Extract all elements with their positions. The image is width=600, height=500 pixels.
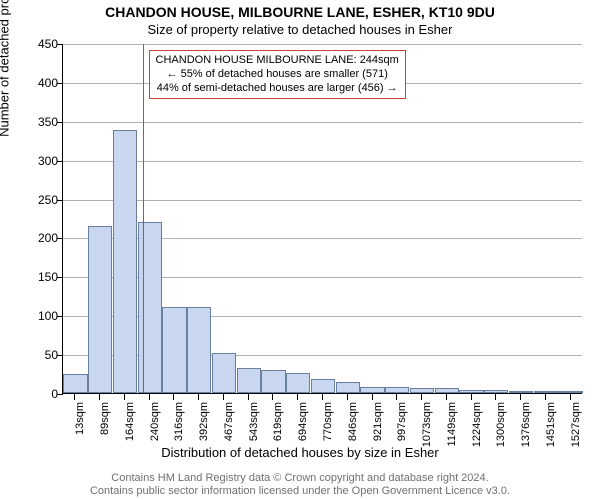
x-tick <box>198 394 199 400</box>
x-tick <box>570 394 571 400</box>
x-tick-label: 316sqm <box>173 402 185 452</box>
y-tick-label: 0 <box>18 387 58 401</box>
footer-attribution: Contains HM Land Registry data © Crown c… <box>0 472 600 498</box>
histogram-bar <box>509 391 533 393</box>
y-tick-label: 250 <box>18 193 58 207</box>
chart-title: CHANDON HOUSE, MILBOURNE LANE, ESHER, KT… <box>0 4 600 20</box>
y-tick-label: 450 <box>18 37 58 51</box>
y-tick-label: 350 <box>18 115 58 129</box>
x-tick-label: 1149sqm <box>446 402 458 452</box>
x-tick-label: 164sqm <box>124 402 136 452</box>
histogram-bar <box>435 388 459 393</box>
grid-line <box>63 122 582 123</box>
x-tick-label: 1376sqm <box>520 402 532 452</box>
grid-line <box>63 200 582 201</box>
x-tick-label: 997sqm <box>396 402 408 452</box>
grid-line <box>63 44 582 45</box>
property-marker-line <box>143 44 144 393</box>
y-tick-label: 400 <box>18 76 58 90</box>
footer-line-1: Contains HM Land Registry data © Crown c… <box>0 472 600 485</box>
annotation-line-1: CHANDON HOUSE MILBOURNE LANE: 244sqm <box>156 54 399 68</box>
x-tick-label: 392sqm <box>198 402 210 452</box>
histogram-bar <box>162 307 186 393</box>
x-tick <box>347 394 348 400</box>
x-tick-label: 921sqm <box>372 402 384 452</box>
x-tick <box>124 394 125 400</box>
x-tick-label: 1300sqm <box>495 402 507 452</box>
annotation-line-2: ← 55% of detached houses are smaller (57… <box>156 68 399 82</box>
y-tick-label: 150 <box>18 270 58 284</box>
y-tick-label: 100 <box>18 309 58 323</box>
x-tick <box>446 394 447 400</box>
x-tick <box>297 394 298 400</box>
x-tick-label: 1451sqm <box>545 402 557 452</box>
histogram-bar <box>261 370 285 393</box>
x-tick-label: 1527sqm <box>570 402 582 452</box>
y-tick-label: 50 <box>18 348 58 362</box>
property-annotation: CHANDON HOUSE MILBOURNE LANE: 244sqm← 55… <box>149 50 406 99</box>
x-tick <box>471 394 472 400</box>
histogram-bar <box>311 379 335 393</box>
chart-subtitle: Size of property relative to detached ho… <box>0 22 600 37</box>
histogram-bar <box>558 391 582 393</box>
histogram-bar <box>212 353 236 393</box>
x-tick <box>396 394 397 400</box>
grid-line <box>63 161 582 162</box>
x-tick <box>149 394 150 400</box>
histogram-bar <box>63 374 87 393</box>
x-tick <box>74 394 75 400</box>
histogram-bar <box>459 390 483 393</box>
histogram-bar <box>286 373 310 393</box>
histogram-bar <box>187 307 211 393</box>
x-tick-label: 619sqm <box>272 402 284 452</box>
histogram-bar <box>88 226 112 393</box>
x-tick-label: 543sqm <box>248 402 260 452</box>
x-tick <box>495 394 496 400</box>
x-tick <box>99 394 100 400</box>
y-tick-label: 300 <box>18 154 58 168</box>
x-tick-label: 770sqm <box>322 402 334 452</box>
annotation-line-3: 44% of semi-detached houses are larger (… <box>156 82 399 96</box>
histogram-bar <box>410 388 434 393</box>
x-tick-label: 1073sqm <box>421 402 433 452</box>
histogram-bar <box>385 387 409 393</box>
x-tick <box>248 394 249 400</box>
x-tick-label: 240sqm <box>149 402 161 452</box>
x-tick <box>322 394 323 400</box>
x-tick <box>223 394 224 400</box>
histogram-bar <box>237 368 261 393</box>
x-tick <box>421 394 422 400</box>
x-tick-label: 13sqm <box>74 402 86 452</box>
y-axis-label: Number of detached properties <box>0 0 12 137</box>
histogram-bar <box>534 391 558 393</box>
histogram-bar <box>336 382 360 393</box>
x-tick <box>545 394 546 400</box>
x-tick <box>173 394 174 400</box>
histogram-bar <box>113 130 137 393</box>
x-tick <box>272 394 273 400</box>
x-tick-label: 89sqm <box>99 402 111 452</box>
x-tick-label: 467sqm <box>223 402 235 452</box>
x-tick <box>372 394 373 400</box>
footer-line-2: Contains public sector information licen… <box>0 485 600 498</box>
plot-area: CHANDON HOUSE MILBOURNE LANE: 244sqm← 55… <box>62 44 582 394</box>
histogram-bar <box>360 387 384 393</box>
x-tick-label: 846sqm <box>347 402 359 452</box>
histogram-bar <box>138 222 162 393</box>
x-tick <box>520 394 521 400</box>
x-tick-label: 694sqm <box>297 402 309 452</box>
figure: CHANDON HOUSE, MILBOURNE LANE, ESHER, KT… <box>0 0 600 500</box>
x-tick-label: 1224sqm <box>471 402 483 452</box>
histogram-bar <box>484 390 508 393</box>
y-tick-label: 200 <box>18 231 58 245</box>
